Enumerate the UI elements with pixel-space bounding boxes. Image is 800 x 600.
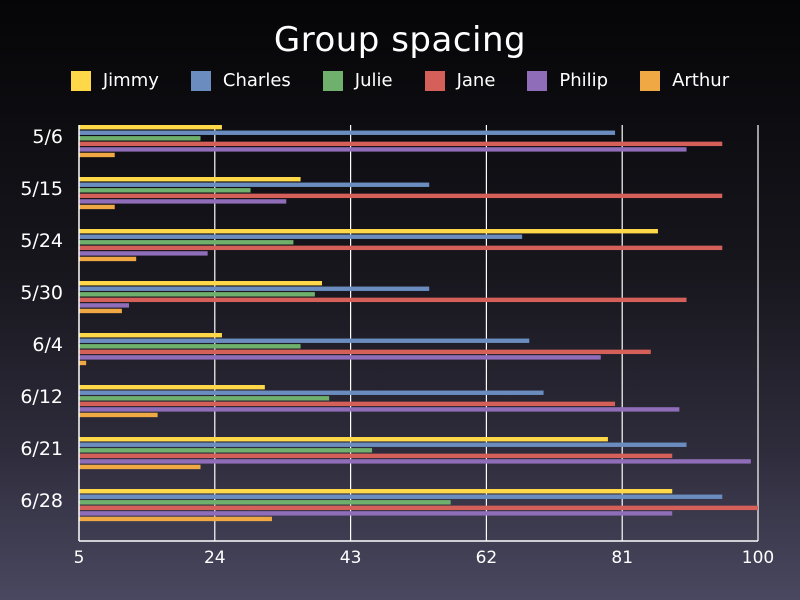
bar-jane-5-15[interactable] xyxy=(79,193,723,199)
bar-charles-6-4[interactable] xyxy=(79,338,530,343)
y-tick-label: 6/12 xyxy=(20,386,63,408)
bar-arthur-5-6[interactable] xyxy=(79,152,115,158)
bar-philip-6-21[interactable] xyxy=(79,459,751,464)
legend-label: Julie xyxy=(354,70,393,91)
bar-charles-5-6[interactable] xyxy=(79,130,616,135)
legend-swatch xyxy=(640,70,661,91)
bar-julie-5-24[interactable] xyxy=(79,240,294,245)
y-tick-label: 5/24 xyxy=(20,230,63,252)
bar-jimmy-5-15[interactable] xyxy=(79,177,301,182)
legend-item-julie[interactable]: Julie xyxy=(322,70,393,91)
bar-jane-6-28[interactable] xyxy=(79,505,758,511)
bar-philip-5-15[interactable] xyxy=(79,199,287,204)
axes: 5 24 43 62 81 100 5/6 5/15 5/24 5/30 6/4 6/12 6/21 6/… xyxy=(20,125,774,568)
bar-jane-5-30[interactable] xyxy=(79,297,687,303)
bar-jane-6-4[interactable] xyxy=(79,349,651,355)
bar-philip-6-4[interactable] xyxy=(79,355,601,360)
legend-item-charles[interactable]: Charles xyxy=(190,70,291,91)
bar-arthur-5-30[interactable] xyxy=(79,308,122,314)
bar-philip-5-24[interactable] xyxy=(79,251,208,256)
bar-jane-5-6[interactable] xyxy=(79,141,723,147)
bar-charles-6-21[interactable] xyxy=(79,442,687,447)
bar-julie-6-21[interactable] xyxy=(79,448,373,453)
y-tick-label: 6/4 xyxy=(32,334,63,356)
legend-label: Arthur xyxy=(672,70,730,91)
y-tick-label: 6/28 xyxy=(20,490,63,512)
bar-jimmy-6-28[interactable] xyxy=(79,489,673,494)
legend-label: Jane xyxy=(456,70,496,91)
bar-julie-5-30[interactable] xyxy=(79,292,315,297)
bar-philip-6-12[interactable] xyxy=(79,407,680,412)
legend-label: Philip xyxy=(559,70,609,91)
legend: Jimmy Charles Julie Jane Philip Arthur xyxy=(0,70,800,91)
bar-julie-5-6[interactable] xyxy=(79,136,201,141)
bar-julie-6-28[interactable] xyxy=(79,500,451,505)
legend-label: Jimmy xyxy=(102,70,159,91)
x-tick-label: 43 xyxy=(340,548,362,568)
legend-item-philip[interactable]: Philip xyxy=(527,70,608,91)
bar-charles-5-15[interactable] xyxy=(79,182,430,187)
bar-arthur-6-21[interactable] xyxy=(79,464,201,470)
y-tick-label: 5/30 xyxy=(20,282,63,304)
bar-philip-5-30[interactable] xyxy=(79,303,130,308)
bar-julie-5-15[interactable] xyxy=(79,188,251,193)
legend-swatch xyxy=(424,70,445,91)
legend-swatch xyxy=(527,70,548,91)
legend-item-jane[interactable]: Jane xyxy=(424,70,496,91)
bar-jimmy-6-12[interactable] xyxy=(79,385,265,390)
bar-jimmy-6-4[interactable] xyxy=(79,333,222,338)
grid-lines xyxy=(214,125,759,541)
x-tick-label: 5 xyxy=(74,548,85,568)
chart-title: Group spacing xyxy=(273,20,527,60)
bar-jimmy-5-6[interactable] xyxy=(79,125,222,130)
x-tick-label: 81 xyxy=(611,548,633,568)
bar-arthur-5-24[interactable] xyxy=(79,256,137,262)
bar-arthur-5-15[interactable] xyxy=(79,204,115,210)
legend-label: Charles xyxy=(222,70,291,91)
y-tick-label: 5/15 xyxy=(20,178,63,200)
bar-charles-5-24[interactable] xyxy=(79,234,523,239)
bar-jane-6-12[interactable] xyxy=(79,401,616,407)
bar-charles-5-30[interactable] xyxy=(79,286,430,291)
bar-arthur-6-4[interactable] xyxy=(79,360,87,366)
legend-swatch xyxy=(70,70,91,91)
bar-jimmy-5-24[interactable] xyxy=(79,229,658,234)
bar-charles-6-12[interactable] xyxy=(79,390,544,395)
legend-swatch xyxy=(190,70,211,91)
bar-julie-6-12[interactable] xyxy=(79,396,330,401)
bar-jimmy-5-30[interactable] xyxy=(79,281,323,286)
bar-philip-6-28[interactable] xyxy=(79,511,673,516)
bar-philip-5-6[interactable] xyxy=(79,147,687,152)
bar-arthur-6-28[interactable] xyxy=(79,516,272,522)
x-tick-label: 24 xyxy=(204,548,226,568)
legend-item-arthur[interactable]: Arthur xyxy=(640,70,729,91)
bar-julie-6-4[interactable] xyxy=(79,344,301,349)
y-tick-label: 5/6 xyxy=(32,126,63,148)
bar-arthur-6-12[interactable] xyxy=(79,412,158,418)
y-tick-label: 6/21 xyxy=(20,438,63,460)
legend-item-jimmy[interactable]: Jimmy xyxy=(70,70,159,91)
legend-swatch xyxy=(322,70,343,91)
bar-charles-6-28[interactable] xyxy=(79,494,723,499)
bar-jane-5-24[interactable] xyxy=(79,245,723,251)
bar-jimmy-6-21[interactable] xyxy=(79,437,608,442)
x-tick-label: 100 xyxy=(742,548,774,568)
bars xyxy=(79,125,758,522)
x-tick-label: 62 xyxy=(476,548,498,568)
bar-jane-6-21[interactable] xyxy=(79,453,673,459)
